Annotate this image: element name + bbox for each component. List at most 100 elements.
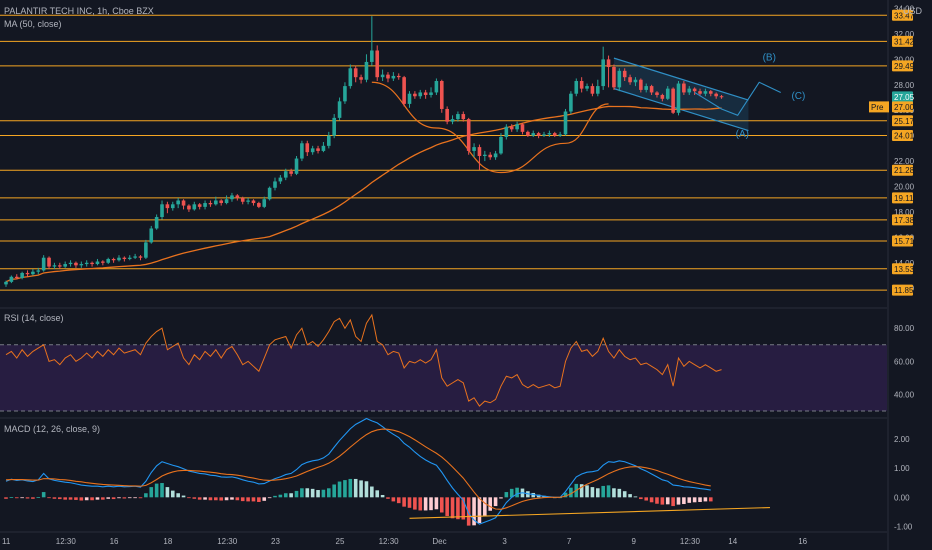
level-tag: 33.47: [894, 11, 915, 20]
candle-body: [520, 124, 525, 132]
macd-histogram-bar: [197, 497, 202, 500]
candle-body: [649, 86, 654, 93]
macd-histogram-bar: [359, 480, 363, 498]
time-tick-label: 12:30: [56, 537, 77, 546]
macd-histogram-bar: [294, 490, 299, 498]
candle-body: [348, 68, 353, 87]
candle-body: [407, 93, 412, 104]
macd-histogram-bar: [633, 496, 638, 498]
candle-body: [655, 92, 659, 95]
candle-body: [612, 67, 616, 88]
macd-histogram-bar: [117, 497, 121, 499]
level-tag-box: [892, 235, 913, 247]
moving-average-line: [5, 105, 722, 283]
macd-line: [5, 417, 711, 525]
candle-body: [197, 204, 202, 207]
candle-body: [74, 262, 78, 266]
macd-histogram-bar: [316, 490, 320, 498]
macd-histogram-bar: [590, 487, 595, 498]
candle-body: [558, 134, 562, 136]
macd-histogram-bar: [111, 497, 116, 500]
candle-body: [671, 88, 675, 113]
candle-body: [230, 195, 234, 200]
macd-histogram-bar: [90, 497, 94, 501]
macd-histogram-bar: [283, 493, 288, 498]
price-tick-label: 20.00: [894, 183, 915, 192]
macd-histogram-bar: [466, 497, 471, 526]
currency-label: USD: [903, 6, 922, 16]
macd-histogram-bar: [612, 488, 616, 498]
candle-body: [396, 75, 401, 78]
pre-price-tag-box: [892, 101, 913, 113]
macd-histogram-bar: [445, 497, 449, 516]
candle-body: [434, 81, 439, 93]
candle-body: [418, 92, 423, 97]
macd-tick-label: -1.00: [894, 522, 913, 531]
candle-body: [321, 145, 326, 151]
macd-histogram-bar: [208, 497, 213, 501]
macd-histogram-bar: [644, 497, 649, 501]
macd-histogram-bar: [321, 489, 326, 498]
level-tag-box: [892, 130, 913, 142]
macd-histogram-bar: [187, 497, 191, 499]
candle-body: [596, 86, 600, 94]
macd-histogram-bar: [396, 497, 401, 504]
macd-histogram-bar: [628, 494, 632, 498]
channel-upper-line: [613, 57, 749, 101]
macd-histogram-bar: [267, 497, 272, 499]
time-tick-label: 3: [502, 537, 507, 546]
candle-body: [633, 79, 638, 83]
macd-histogram-bar: [176, 493, 180, 498]
candle-body: [628, 77, 632, 83]
macd-histogram-bar: [617, 488, 622, 498]
candle-body: [289, 171, 293, 174]
level-tag: 29.49: [894, 62, 915, 71]
time-tick-label: 14: [728, 537, 737, 546]
macd-histogram-bar: [122, 497, 127, 499]
candle-body: [665, 88, 670, 99]
price-tick-label: 18.00: [894, 208, 915, 217]
macd-histogram-bar: [84, 497, 89, 501]
level-tag-box: [892, 284, 913, 296]
candle-body: [310, 148, 315, 153]
candle-body: [79, 264, 84, 266]
candle-body: [84, 262, 89, 265]
level-tag-box: [892, 35, 913, 47]
macd-histogram-bar: [655, 497, 659, 504]
candle-body: [154, 217, 159, 229]
candle-body: [127, 257, 132, 259]
candle-body: [214, 200, 218, 205]
macd-histogram-bar: [370, 486, 374, 498]
candle-body: [461, 114, 466, 120]
macd-histogram-bar: [79, 497, 84, 501]
macd-histogram-bar: [9, 497, 14, 498]
rsi-band: [0, 344, 887, 412]
macd-histogram-bar: [154, 483, 159, 498]
candle-body: [251, 200, 256, 204]
candle-body: [719, 96, 724, 98]
candle-body: [41, 257, 46, 271]
candle-body: [257, 203, 261, 207]
wave-label: (A): [736, 129, 749, 140]
macd-histogram-bar: [477, 497, 482, 523]
macd-histogram-bar: [160, 483, 164, 498]
macd-histogram-bar: [31, 497, 35, 499]
last-price-tag: 27.05: [894, 93, 915, 102]
candle-body: [563, 111, 568, 135]
candle-body: [101, 261, 105, 263]
macd-histogram-bar: [671, 497, 675, 507]
candle-body: [703, 91, 708, 94]
macd-histogram-bar: [429, 497, 433, 511]
candle-body: [203, 203, 207, 207]
candle-body: [413, 93, 417, 97]
level-tag: 31.42: [894, 37, 915, 46]
candle-body: [25, 272, 30, 275]
candle-body: [375, 50, 380, 78]
candle-body: [364, 61, 369, 80]
candle-body: [515, 124, 519, 130]
pre-price-tag: 27.00: [894, 103, 915, 112]
candle-body: [483, 154, 487, 156]
candle-body: [267, 187, 272, 200]
macd-histogram-bar: [106, 497, 111, 499]
